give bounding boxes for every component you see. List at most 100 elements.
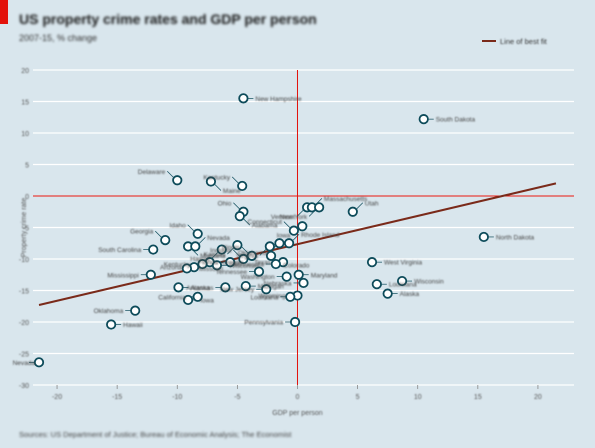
point-label: Connecticut — [248, 219, 283, 226]
data-point — [293, 269, 304, 280]
point-label: Delaware — [138, 169, 166, 176]
data-point — [220, 282, 231, 293]
y-tick-label: -15 — [19, 289, 29, 296]
data-point — [33, 357, 45, 368]
data-point — [261, 284, 272, 295]
point-label: Massachusetts — [324, 196, 368, 203]
data-point — [274, 238, 285, 249]
point-label: Nevada — [207, 235, 230, 242]
label-leader — [199, 237, 206, 244]
point-label: Missouri — [199, 266, 223, 273]
brand-tab — [0, 0, 8, 24]
label-leader — [233, 202, 240, 209]
data-point — [182, 294, 194, 306]
y-tick-label: -10 — [19, 257, 29, 264]
point-label: Kentucky — [203, 174, 230, 181]
data-point — [160, 235, 171, 246]
point-label: Georgia — [130, 229, 154, 236]
data-point — [382, 288, 393, 299]
data-point — [396, 275, 408, 287]
data-point — [297, 221, 308, 232]
point-label: Ohio — [218, 200, 232, 207]
point-label: Colorado — [283, 262, 310, 269]
point-label: Oklahoma — [94, 308, 124, 315]
data-point — [283, 238, 295, 249]
point-label: Louisiana — [389, 282, 417, 289]
data-point — [371, 279, 382, 290]
y-tick-label: -30 — [19, 383, 29, 390]
point-label: Florida — [198, 260, 218, 267]
y-tick-label: 0 — [25, 194, 29, 201]
label-leader — [211, 252, 218, 259]
data-point — [253, 266, 265, 277]
data-point — [172, 175, 183, 186]
data-point — [366, 257, 378, 268]
data-point — [240, 280, 251, 292]
x-tick-label: -10 — [172, 394, 182, 401]
point-label: Texas — [254, 260, 272, 267]
data-point — [237, 180, 248, 192]
data-point — [238, 253, 249, 265]
point-label: Vermont — [271, 214, 295, 221]
point-label: Kentucky — [164, 262, 191, 269]
data-point — [314, 202, 325, 213]
data-point — [234, 211, 245, 222]
point-label: Washington — [241, 274, 275, 281]
point-label: Oklahoma — [238, 250, 268, 257]
point-label: South Dakota — [436, 117, 476, 124]
data-point — [246, 250, 257, 261]
y-tick-label: -20 — [19, 320, 29, 327]
point-label: South Carolina — [98, 247, 141, 254]
point-label: Michigan — [258, 284, 284, 291]
data-point — [106, 319, 117, 330]
point-label: Mississippi — [107, 272, 138, 279]
point-label: New York — [280, 214, 308, 221]
point-label: Wyoming — [258, 293, 285, 300]
data-point — [130, 305, 141, 316]
data-point — [238, 93, 249, 104]
x-tick-label: -5 — [234, 394, 240, 401]
point-label: Illinois — [222, 244, 241, 251]
y-tick-label: -25 — [19, 352, 29, 359]
point-label: Rhode Island — [301, 232, 340, 239]
x-tick-label: 5 — [356, 394, 360, 401]
point-label: Utah — [365, 200, 379, 207]
y-tick-label: 5 — [25, 163, 29, 170]
data-point — [190, 241, 201, 252]
label-leader — [233, 249, 240, 257]
point-label: Virginia — [236, 253, 258, 260]
x-tick-label: 15 — [474, 394, 482, 401]
label-leader — [154, 230, 162, 238]
data-point — [225, 257, 236, 268]
label-leader — [283, 221, 291, 228]
data-point — [418, 114, 429, 125]
point-label: Montana — [200, 253, 226, 260]
y-axis-label: Property crime rate — [21, 198, 28, 258]
point-label: Minnesota — [234, 262, 264, 269]
best-fit-line — [38, 182, 557, 306]
point-label: Iowa — [277, 233, 291, 240]
point-label: Arizona — [160, 265, 182, 272]
y-tick-label: 20 — [21, 68, 29, 75]
label-leader — [167, 171, 174, 178]
label-leader — [259, 249, 267, 256]
data-point — [192, 228, 203, 239]
point-label: Tennessee — [216, 269, 248, 276]
point-label: Alabama — [252, 223, 278, 230]
chart-title: US property crime rates and GDP per pers… — [19, 11, 317, 27]
point-label: New Jersey — [220, 287, 255, 294]
label-leader — [356, 202, 364, 209]
point-label: Louisiana — [250, 294, 278, 301]
data-point — [264, 241, 275, 252]
point-label: Wisconsin — [229, 263, 259, 270]
data-point — [197, 258, 208, 270]
data-point — [216, 244, 227, 255]
data-point — [347, 206, 358, 217]
data-point — [270, 258, 281, 270]
data-point — [478, 231, 489, 243]
data-point — [192, 291, 203, 302]
x-tick-label: -20 — [52, 394, 62, 401]
label-leader — [241, 246, 249, 254]
point-label: Kansas — [204, 252, 226, 259]
